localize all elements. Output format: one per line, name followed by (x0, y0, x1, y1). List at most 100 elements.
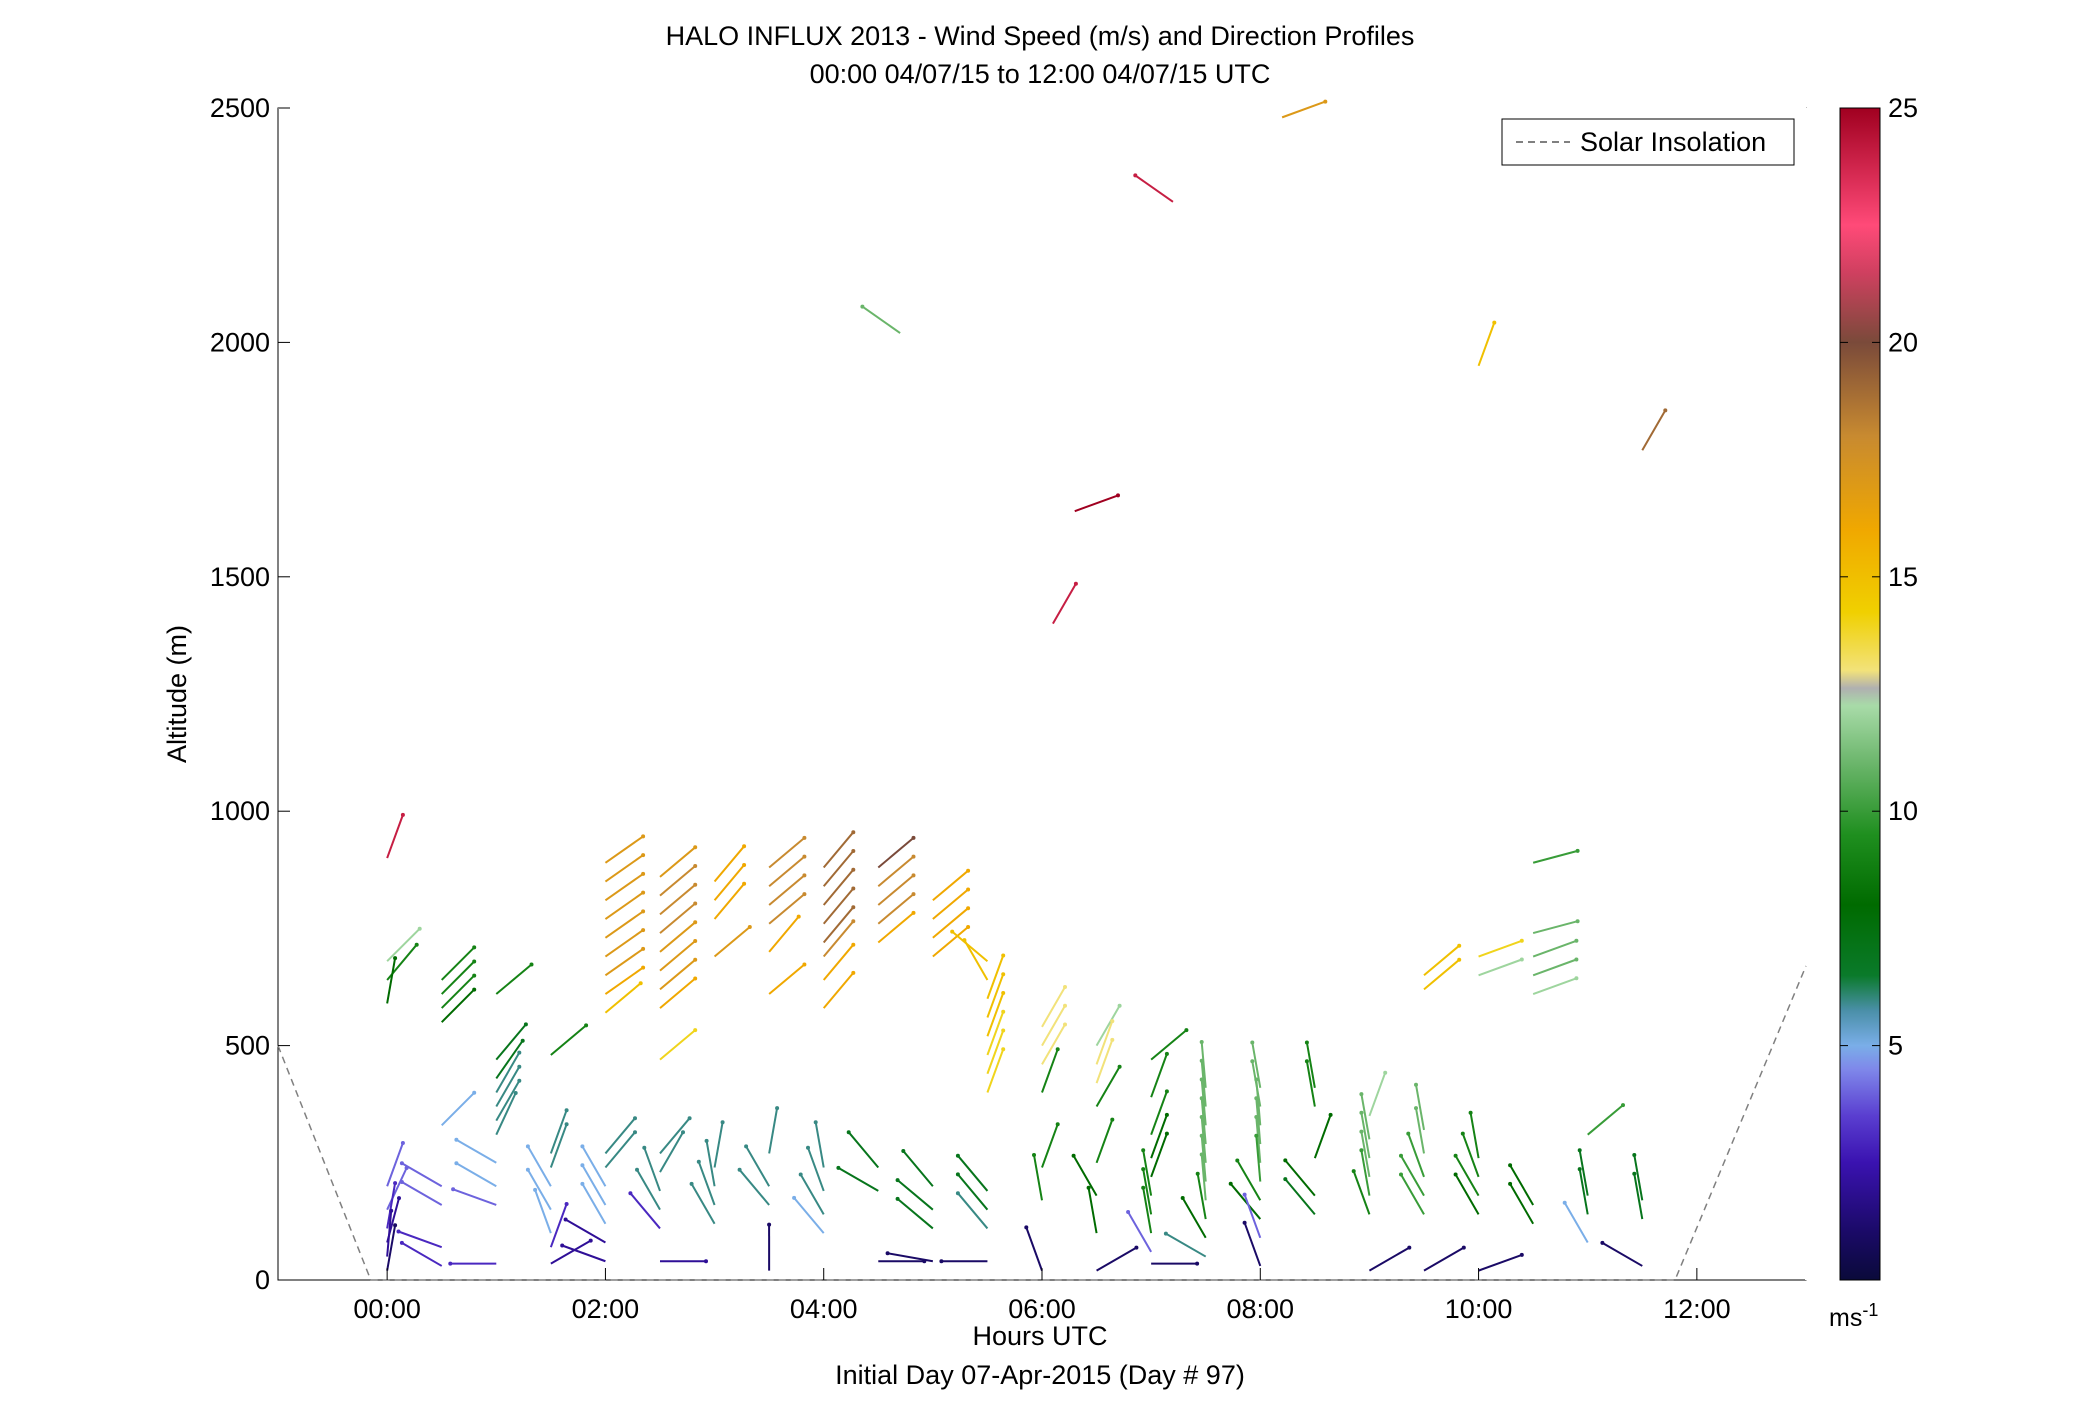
wind-barb-tip (1184, 1028, 1189, 1033)
wind-barb (1532, 958, 1577, 977)
wind-barb-tip (641, 928, 646, 933)
wind-barb-tip (399, 1240, 404, 1245)
colorbar-unit: ms-1 (1829, 1300, 1878, 1332)
wind-barb-tip (1195, 1171, 1200, 1176)
wind-barb (1255, 1079, 1262, 1126)
wind-barb-tip (1073, 581, 1078, 586)
wind-barb-tip (1574, 957, 1579, 962)
wind-barb (1127, 1211, 1153, 1253)
wind-barb (963, 939, 989, 981)
wind-barb-tip (400, 812, 405, 817)
wind-barb-tip (472, 1090, 477, 1095)
wind-barb-tip (564, 1122, 569, 1127)
wind-barb (604, 1131, 636, 1169)
wind-barb-tip (681, 1130, 685, 1135)
legend: Solar Insolation (1501, 118, 1795, 166)
wind-barb (822, 920, 855, 958)
wind-barb (877, 855, 915, 887)
wind-barb (495, 1023, 527, 1061)
wind-barb-tip (1063, 1022, 1067, 1027)
wind-barb-tip (399, 1180, 404, 1184)
wind-barb (659, 902, 696, 934)
wind-barb (1255, 1098, 1262, 1145)
x-tick-label: 02:00 (572, 1294, 640, 1324)
wind-barb-tip (966, 906, 971, 911)
wind-barb-tip (1406, 1131, 1411, 1136)
wind-barb (807, 1147, 825, 1192)
wind-barb (1532, 939, 1577, 958)
wind-barb-tip (851, 970, 856, 975)
wind-barb (986, 955, 1005, 1000)
wind-barb-tip (1195, 1261, 1200, 1266)
wind-barb-tip (1055, 1047, 1060, 1052)
wind-barb (1509, 1164, 1535, 1206)
wind-barb-tip (399, 1161, 404, 1166)
wind-barb (1423, 1246, 1465, 1272)
wind-barb-tip (966, 887, 971, 892)
wind-barb-tip (1460, 1131, 1465, 1136)
wind-barb-tip (955, 1153, 960, 1158)
wind-barb (386, 1182, 397, 1229)
wind-barb (629, 1192, 661, 1230)
wind-barb (986, 1048, 1005, 1093)
wind-barb-tip (1492, 320, 1497, 325)
wind-barb (1243, 1194, 1262, 1239)
wind-barb-tip (533, 1187, 538, 1192)
wind-barb (604, 929, 644, 958)
wind-barb (822, 944, 855, 981)
wind-barb (659, 865, 696, 897)
wind-barb-tip (564, 1202, 569, 1206)
wind-barb-tip (851, 905, 856, 910)
wind-barb (957, 1192, 989, 1230)
wind-barb (398, 1230, 443, 1249)
x-tick-label: 08:00 (1226, 1294, 1294, 1324)
wind-barb-tip (1351, 1169, 1356, 1174)
wind-barb (861, 305, 901, 334)
wind-barb (1200, 1041, 1207, 1088)
wind-barb-tip (448, 1261, 453, 1266)
wind-barb-tip (687, 1116, 692, 1121)
wind-barb (386, 1225, 397, 1271)
wind-barb-tip (451, 1187, 456, 1192)
wind-barb-tip (641, 853, 646, 858)
wind-barb-tip (693, 864, 698, 868)
wind-barb (1134, 174, 1174, 203)
wind-barb-tip (1328, 1112, 1333, 1117)
wind-barb (495, 1052, 521, 1093)
y-axis-label: Altitude (m) (162, 625, 192, 763)
wind-barb (822, 850, 855, 887)
wind-barb (877, 874, 915, 906)
wind-barb (1041, 1024, 1066, 1065)
wind-barb-tip (1304, 1059, 1309, 1064)
wind-barb (902, 1150, 934, 1187)
wind-barb-tip (1519, 957, 1524, 962)
wind-barb-tip (911, 835, 916, 840)
wind-barb (932, 926, 969, 958)
wind-barb-tip (1457, 957, 1462, 962)
wind-barb (713, 1122, 724, 1168)
wind-barb-tip (693, 920, 698, 925)
y-tick-label: 1500 (210, 562, 270, 592)
wind-barb-tip (1032, 1153, 1036, 1157)
wind-barb (1400, 1155, 1425, 1197)
wind-barb-tip (955, 1191, 960, 1196)
wind-barb (550, 1239, 592, 1265)
wind-barb (1532, 977, 1577, 995)
wind-barb (1360, 1150, 1371, 1196)
y-tick-label: 500 (225, 1031, 270, 1061)
wind-barb-tip (798, 1172, 803, 1177)
wind-barb-tip (802, 835, 807, 840)
wind-barb (799, 1174, 825, 1215)
wind-barb (1041, 1005, 1066, 1047)
wind-barb-tip (641, 909, 646, 914)
wind-barb-tip (1199, 1058, 1204, 1063)
colorbar-tick-label: 5 (1888, 1031, 1903, 1061)
wind-barb-tip (767, 1222, 772, 1227)
wind-barb-tip (564, 1108, 569, 1113)
wind-barb-tip (454, 1137, 459, 1142)
wind-barb (768, 837, 806, 869)
wind-barb (1360, 1093, 1371, 1140)
wind-barb-tip (1199, 1115, 1204, 1119)
wind-barb-tip (689, 1181, 694, 1186)
wind-barb (1454, 1155, 1480, 1197)
